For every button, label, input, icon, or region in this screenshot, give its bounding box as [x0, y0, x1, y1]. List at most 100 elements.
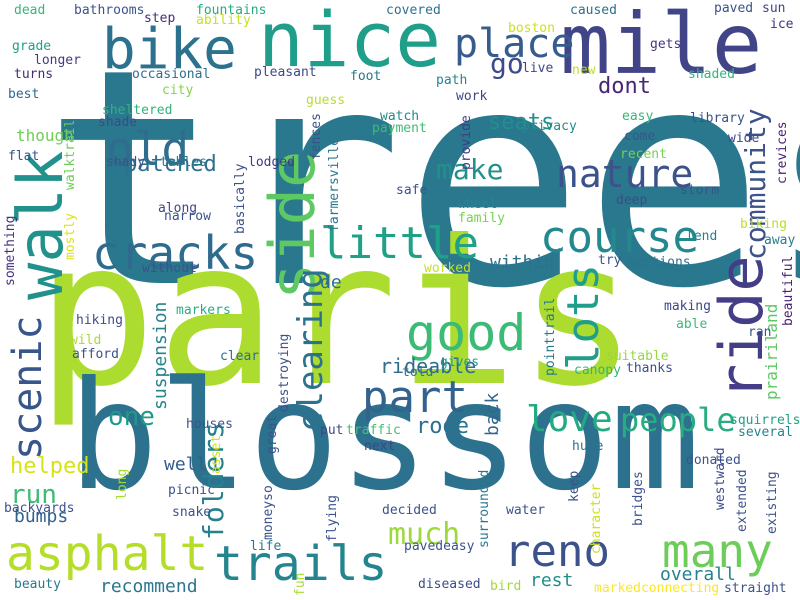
word: paris: [36, 198, 639, 431]
word: guess: [306, 93, 346, 108]
word: able: [676, 317, 708, 332]
word: sun: [762, 1, 786, 16]
word: hiking: [76, 313, 123, 328]
word: gives: [440, 355, 480, 370]
word: good: [406, 304, 527, 362]
word: payment: [372, 121, 427, 136]
word: without: [142, 261, 197, 276]
word: afford: [72, 347, 119, 362]
word: great: [265, 414, 280, 454]
word: patched: [124, 152, 217, 177]
word: city: [162, 83, 194, 98]
word: picnic: [168, 483, 215, 498]
word: canopy: [574, 363, 621, 378]
word: ability: [196, 13, 251, 28]
word: watch: [380, 109, 420, 124]
word: shaded: [688, 67, 735, 82]
word: beautiful: [781, 255, 796, 326]
word: overall: [660, 564, 736, 585]
word: helped: [10, 454, 90, 479]
word: prairiland: [762, 303, 781, 400]
word: longer: [34, 53, 81, 68]
word: de: [320, 272, 342, 293]
word: live: [522, 61, 554, 76]
word: scenic: [5, 315, 51, 461]
word: recent: [620, 147, 667, 162]
word: make: [436, 153, 504, 186]
word: people: [620, 401, 736, 439]
word: seats: [488, 110, 555, 135]
word: extended: [735, 469, 750, 532]
word: pointtrail: [543, 297, 558, 376]
word: pleasant: [254, 65, 317, 80]
word: shade: [98, 115, 138, 130]
word: little: [320, 218, 479, 269]
word: water: [506, 503, 546, 518]
word: asphalt: [6, 526, 209, 582]
word: thanks: [626, 361, 673, 376]
word: bumps: [14, 506, 69, 527]
word: biking: [740, 217, 787, 232]
word: deep: [616, 193, 648, 208]
word: blossom: [68, 350, 701, 524]
word: nice: [258, 0, 442, 84]
word: flat: [8, 149, 40, 164]
word: snake: [172, 505, 212, 520]
word: reno: [504, 526, 610, 577]
word: recommend: [100, 576, 198, 597]
word: rest: [530, 570, 574, 591]
word: paved: [714, 1, 754, 16]
word: try: [598, 253, 622, 268]
word: sheltered: [102, 103, 173, 118]
word: markedconnecting: [594, 581, 720, 596]
word: ice: [770, 17, 794, 32]
word: existing: [765, 471, 780, 534]
word: asset: [209, 434, 224, 474]
word: safe: [396, 183, 428, 198]
word: rode: [416, 414, 469, 439]
word: step: [144, 11, 176, 26]
word: grade: [12, 39, 52, 54]
word: away: [764, 233, 796, 248]
word: boston: [508, 21, 555, 36]
word: family: [458, 211, 505, 226]
word: beauty: [14, 577, 61, 592]
word: wheel: [458, 197, 498, 212]
word: keep: [567, 470, 582, 502]
word: wild: [70, 333, 102, 348]
word: many: [662, 524, 773, 578]
word: ran: [748, 325, 772, 340]
word: storm: [680, 183, 720, 198]
word: old: [106, 122, 190, 176]
word: donated: [686, 453, 741, 468]
word: bird: [490, 579, 522, 594]
word: bathrooms: [74, 3, 145, 18]
word: shady: [106, 155, 146, 170]
word: backyards: [4, 501, 75, 516]
word: love: [526, 399, 613, 440]
word: flying: [325, 495, 340, 542]
word: provide: [459, 115, 474, 170]
word: destroying: [277, 333, 292, 412]
word: part: [362, 372, 468, 423]
word: nature: [556, 152, 694, 196]
word: lots: [558, 264, 609, 370]
word: fences: [309, 113, 324, 160]
word: turns: [14, 67, 54, 82]
word: go: [490, 47, 524, 80]
word: along: [158, 201, 198, 216]
word: told: [402, 365, 434, 380]
word: traffic: [346, 423, 401, 438]
word: mostly: [63, 213, 78, 260]
word: markers: [176, 303, 231, 318]
word: run: [10, 480, 57, 510]
word: well: [164, 454, 208, 475]
word: within: [490, 252, 556, 273]
word: library: [690, 111, 745, 126]
word: path: [436, 73, 468, 88]
word: wide: [728, 131, 760, 146]
word: lodged: [248, 155, 295, 170]
word: privacy: [522, 119, 577, 134]
word: walktrail: [63, 119, 78, 190]
